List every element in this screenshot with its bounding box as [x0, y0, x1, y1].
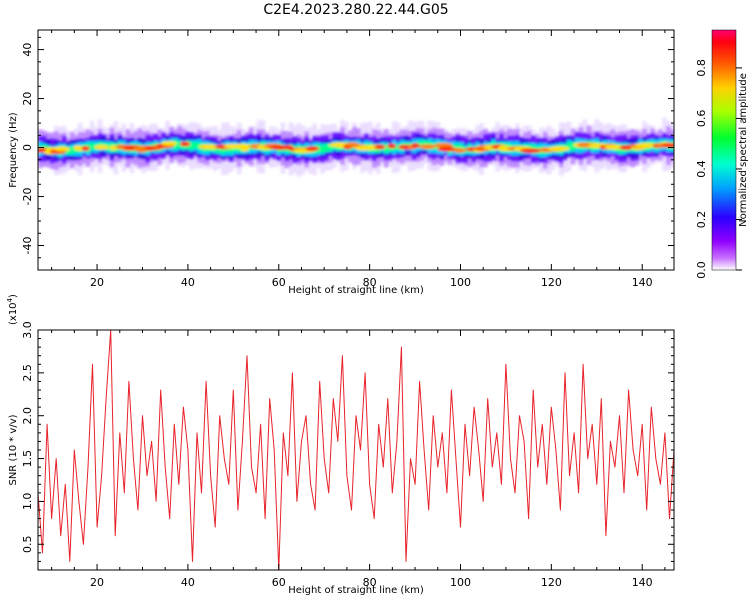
snr-y-tick-label: 1.0: [21, 493, 34, 511]
spectrogram-y-tick-label: -40: [21, 237, 34, 255]
spectrogram-peak: [283, 145, 294, 150]
snr-x-tick-label: 100: [450, 576, 471, 589]
spectrogram-cell: [320, 144, 325, 153]
snr-y-tick-label: 2.5: [21, 364, 34, 382]
spectrogram-cell: [177, 141, 182, 149]
snr-y-multiplier: (x104): [6, 294, 19, 325]
spectrogram-y-tick-label: 40: [21, 43, 34, 57]
spectrogram-axes: 20 40 60 80 100 120 140 40 20 0 -20 -40: [21, 30, 674, 289]
colorbar-tick-label: 0.2: [695, 211, 708, 229]
spectrogram-cell: [220, 144, 226, 154]
spectrogram-x-tick-label: 80: [363, 276, 377, 289]
spectrogram-y-axis-label: Frequency (Hz): [8, 112, 19, 188]
colorbar-frame: [711, 29, 737, 271]
colorbar-ticks: 0.0 0.2 0.4 0.6 0.8: [695, 59, 742, 279]
spectrogram-peak: [418, 144, 437, 150]
spectrogram-cell: [395, 144, 401, 151]
spectrogram-peak: [634, 143, 658, 148]
spectrogram-peak: [411, 143, 420, 148]
spectrogram-peak: [94, 144, 109, 150]
spectrogram-cell: [65, 147, 71, 155]
spectrogram-peak: [179, 141, 191, 147]
spectrogram-cell: [328, 143, 333, 151]
snr-frame: [37, 329, 675, 571]
spectrogram-peak: [109, 145, 118, 151]
snr-x-tick-label: 120: [541, 576, 562, 589]
snr-y-tick-label: 3.0: [21, 321, 34, 339]
spectrogram-peak: [387, 143, 397, 149]
spectrogram-cell: [228, 144, 234, 154]
spectrogram-peak: [452, 147, 467, 153]
snr-panel: 20 40 60 80 100 120 140 3.0 2.5 2.0 1.5 1.0 0.5 Heig…: [6, 294, 675, 596]
spectrogram-cell: [193, 142, 198, 149]
spectrogram-cell: [69, 146, 75, 155]
snr-x-tick-label: 40: [181, 576, 195, 589]
snr-y-tick-label: 1.5: [21, 450, 34, 468]
spectrogram-peak: [547, 146, 570, 152]
spectrogram-cell: [216, 145, 222, 154]
spectrogram-peak: [374, 144, 386, 150]
colorbar-gradient: [712, 30, 736, 270]
spectrogram-panel: 20 40 60 80 100 120 140 40 20 0 -20 -40 Height of s…: [8, 29, 675, 296]
spectrogram-peak: [240, 146, 249, 152]
figure-title: C2E4.2023.280.22.44.G05: [263, 2, 448, 18]
spectrogram-peak: [604, 144, 625, 150]
snr-x-tick-label: 140: [632, 576, 653, 589]
snr-x-tick-label: 80: [363, 576, 377, 589]
snr-axes: 20 40 60 80 100 120 140 3.0 2.5 2.0 1.5 1.0 0.5: [21, 321, 674, 589]
snr-y-axis-label: SNR (10 * v/v): [8, 414, 19, 485]
snr-x-tick-label: 20: [90, 576, 104, 589]
spectrogram-y-tick-label: 0: [21, 144, 34, 151]
spectrogram-y-tick-label: 20: [21, 92, 34, 106]
spectrogram-cell: [566, 142, 572, 151]
spectrogram-peak: [81, 146, 90, 151]
spectrogram-cell: [189, 141, 194, 150]
spectrogram-x-tick-label: 40: [181, 276, 195, 289]
spectrogram-peak: [53, 146, 70, 152]
spectrogram-peak: [208, 144, 218, 150]
spectrogram-peak: [229, 143, 253, 149]
spectrogram-cell: [324, 143, 329, 152]
spectrogram-x-tick-label: 120: [541, 276, 562, 289]
spectrogram-cell: [89, 142, 95, 151]
spectrogram-y-tick-label: -20: [21, 188, 34, 206]
snr-y-tick-label: 2.0: [21, 407, 34, 425]
spectrogram-peak: [660, 142, 674, 148]
spectrogram-peak: [437, 146, 458, 152]
spectrogram-x-tick-label: 60: [272, 276, 286, 289]
colorbar-tick-label: 0.8: [695, 59, 708, 77]
spectrogram-cell: [419, 140, 425, 149]
snr-series-line: [38, 330, 674, 570]
spectrogram-cell: [570, 142, 576, 152]
colorbar-tick-label: 0.0: [695, 261, 708, 279]
colorbar-tick-label: 0.4: [695, 160, 708, 178]
spectrogram-x-tick-label: 20: [90, 276, 104, 289]
spectrogram-peak: [305, 146, 320, 152]
spectrogram-x-tick-label: 100: [450, 276, 471, 289]
spectrogram-peak: [161, 141, 177, 146]
spectrogram-peak: [433, 142, 453, 148]
spectrogram-x-axis-label: Height of straight line (km): [288, 285, 424, 296]
snr-x-tick-label: 60: [272, 576, 286, 589]
spectrogram-x-tick-label: 140: [632, 276, 653, 289]
snr-y-tick-label: 0.5: [21, 536, 34, 554]
snr-x-axis-label: Height of straight line (km): [288, 585, 424, 596]
spectrogram-frame: [37, 29, 675, 271]
colorbar: 0.0 0.2 0.4 0.6 0.8 Normalized spectral ampl…: [695, 29, 749, 279]
spectrogram-peak: [519, 148, 543, 154]
spectrogram-band: [38, 117, 674, 177]
colorbar-tick-label: 0.6: [695, 110, 708, 128]
spectrogram-cell: [383, 143, 389, 153]
colorbar-label: Normalized spectral amplitude: [738, 73, 749, 227]
